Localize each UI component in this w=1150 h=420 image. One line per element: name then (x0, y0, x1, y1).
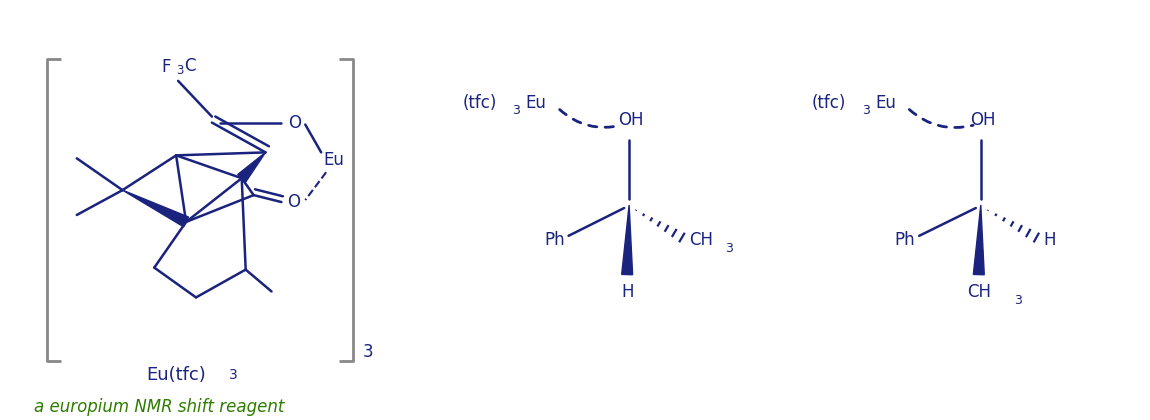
Text: H: H (621, 283, 634, 301)
Polygon shape (622, 205, 633, 275)
Text: F: F (162, 58, 171, 76)
Text: CH: CH (967, 283, 991, 301)
Text: 3: 3 (726, 242, 734, 255)
Text: H: H (1043, 231, 1056, 249)
Text: CH: CH (689, 231, 713, 249)
Text: 3: 3 (363, 343, 374, 361)
Text: Eu(tfc): Eu(tfc) (146, 366, 206, 384)
Text: a europium NMR shift reagent: a europium NMR shift reagent (34, 398, 284, 416)
Text: OH: OH (971, 110, 996, 129)
Polygon shape (973, 205, 984, 275)
Polygon shape (123, 190, 189, 227)
Text: (tfc): (tfc) (462, 94, 497, 112)
Text: Ph: Ph (895, 231, 915, 249)
Text: Ph: Ph (544, 231, 565, 249)
Text: (tfc): (tfc) (812, 94, 846, 112)
Text: 3: 3 (861, 104, 869, 117)
Text: O: O (286, 193, 300, 211)
Text: Eu: Eu (875, 94, 896, 112)
Text: 3: 3 (1014, 294, 1022, 307)
Text: OH: OH (619, 110, 644, 129)
Text: Eu: Eu (323, 151, 344, 169)
Text: 3: 3 (512, 104, 520, 117)
Polygon shape (238, 152, 266, 182)
Text: $_3$C: $_3$C (176, 56, 197, 76)
Text: Eu: Eu (526, 94, 546, 112)
Text: 3: 3 (229, 368, 238, 382)
Text: O: O (288, 113, 301, 131)
